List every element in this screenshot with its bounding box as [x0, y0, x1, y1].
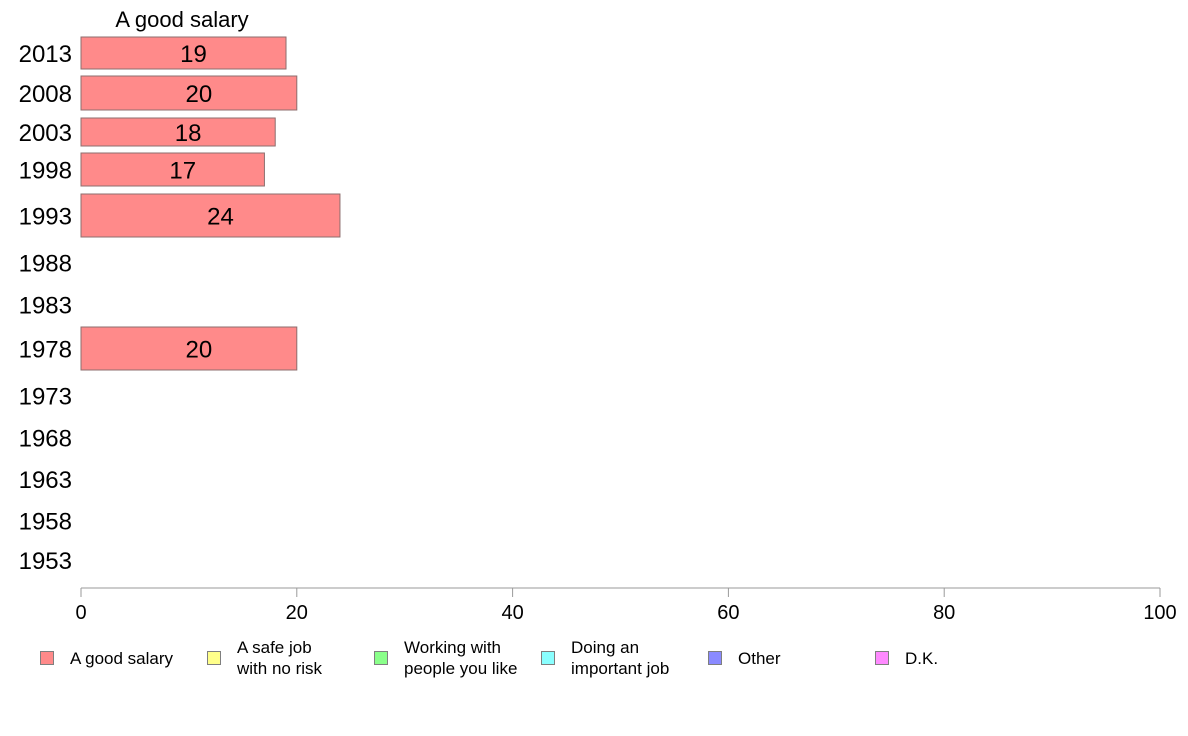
- legend-label: A good salary: [70, 648, 174, 668]
- legend-item: Doing an important job: [541, 636, 669, 680]
- legend-item: Working with people you like: [374, 636, 517, 680]
- bar-value-label: 20: [186, 337, 213, 364]
- y-tick-label: 1973: [19, 384, 72, 411]
- bars-group: 19 20 18 17 24 20: [80, 36, 341, 371]
- bar-value-label: 20: [186, 81, 213, 108]
- legend-swatch: [541, 651, 555, 665]
- legend-label: D.K.: [905, 648, 939, 668]
- bar-value-label: 19: [180, 41, 207, 68]
- bar: [80, 75, 298, 111]
- bar-value-label: 17: [169, 158, 196, 185]
- x-tick-label: 60: [717, 602, 739, 624]
- x-tick-label: 40: [501, 602, 523, 624]
- y-tick-label: 1968: [19, 426, 72, 453]
- bar: [80, 117, 276, 147]
- legend-label: Working with people you like: [404, 638, 518, 678]
- legend-item: A safe job with no risk: [207, 636, 322, 680]
- x-tick-label: 0: [75, 602, 86, 624]
- legend-swatch: [40, 651, 54, 665]
- x-tick-label: 20: [286, 602, 308, 624]
- bar-value-label: 18: [175, 120, 202, 147]
- x-axis: 0 20 40 60 80 100: [75, 588, 1177, 624]
- y-tick-label: 1958: [19, 509, 72, 536]
- legend-swatch: [374, 651, 388, 665]
- legend-swatch: [207, 651, 221, 665]
- y-tick-label: 2003: [19, 120, 72, 147]
- legend-label: A safe job with no risk: [237, 638, 323, 678]
- legend-item: A good salary: [40, 636, 173, 680]
- y-tick-label: 2013: [19, 41, 72, 68]
- x-tick-label: 100: [1143, 602, 1176, 624]
- y-tick-label: 1983: [19, 293, 72, 320]
- legend: A good salary A safe job with no risk Work…: [0, 636, 1188, 686]
- legend-swatch: [708, 651, 722, 665]
- legend-item: Other: [708, 636, 781, 680]
- y-tick-label: 2008: [19, 81, 72, 108]
- legend-item: D.K.: [875, 636, 938, 680]
- legend-label: Other: [738, 648, 781, 668]
- bar: [80, 193, 341, 238]
- bar: [80, 326, 298, 371]
- column-title: A good salary: [115, 7, 248, 32]
- bar: [80, 152, 265, 187]
- y-tick-label: 1963: [19, 467, 72, 494]
- bar: [80, 36, 287, 70]
- legend-label: Doing an important job: [571, 638, 670, 678]
- y-axis: 2013 2008 2003 1998 1993 1988 1983 1978 1973 1968…: [19, 41, 72, 575]
- chart: A good salary 19 20 18 17 24 20 2013 2008 2003 1…: [19, 7, 1177, 624]
- x-tick-label: 80: [933, 602, 955, 624]
- y-tick-label: 1988: [19, 251, 72, 278]
- bar-value-label: 24: [207, 204, 234, 231]
- y-tick-label: 1998: [19, 158, 72, 185]
- y-tick-label: 1953: [19, 548, 72, 575]
- y-tick-label: 1993: [19, 204, 72, 231]
- y-tick-label: 1978: [19, 337, 72, 364]
- legend-swatch: [875, 651, 889, 665]
